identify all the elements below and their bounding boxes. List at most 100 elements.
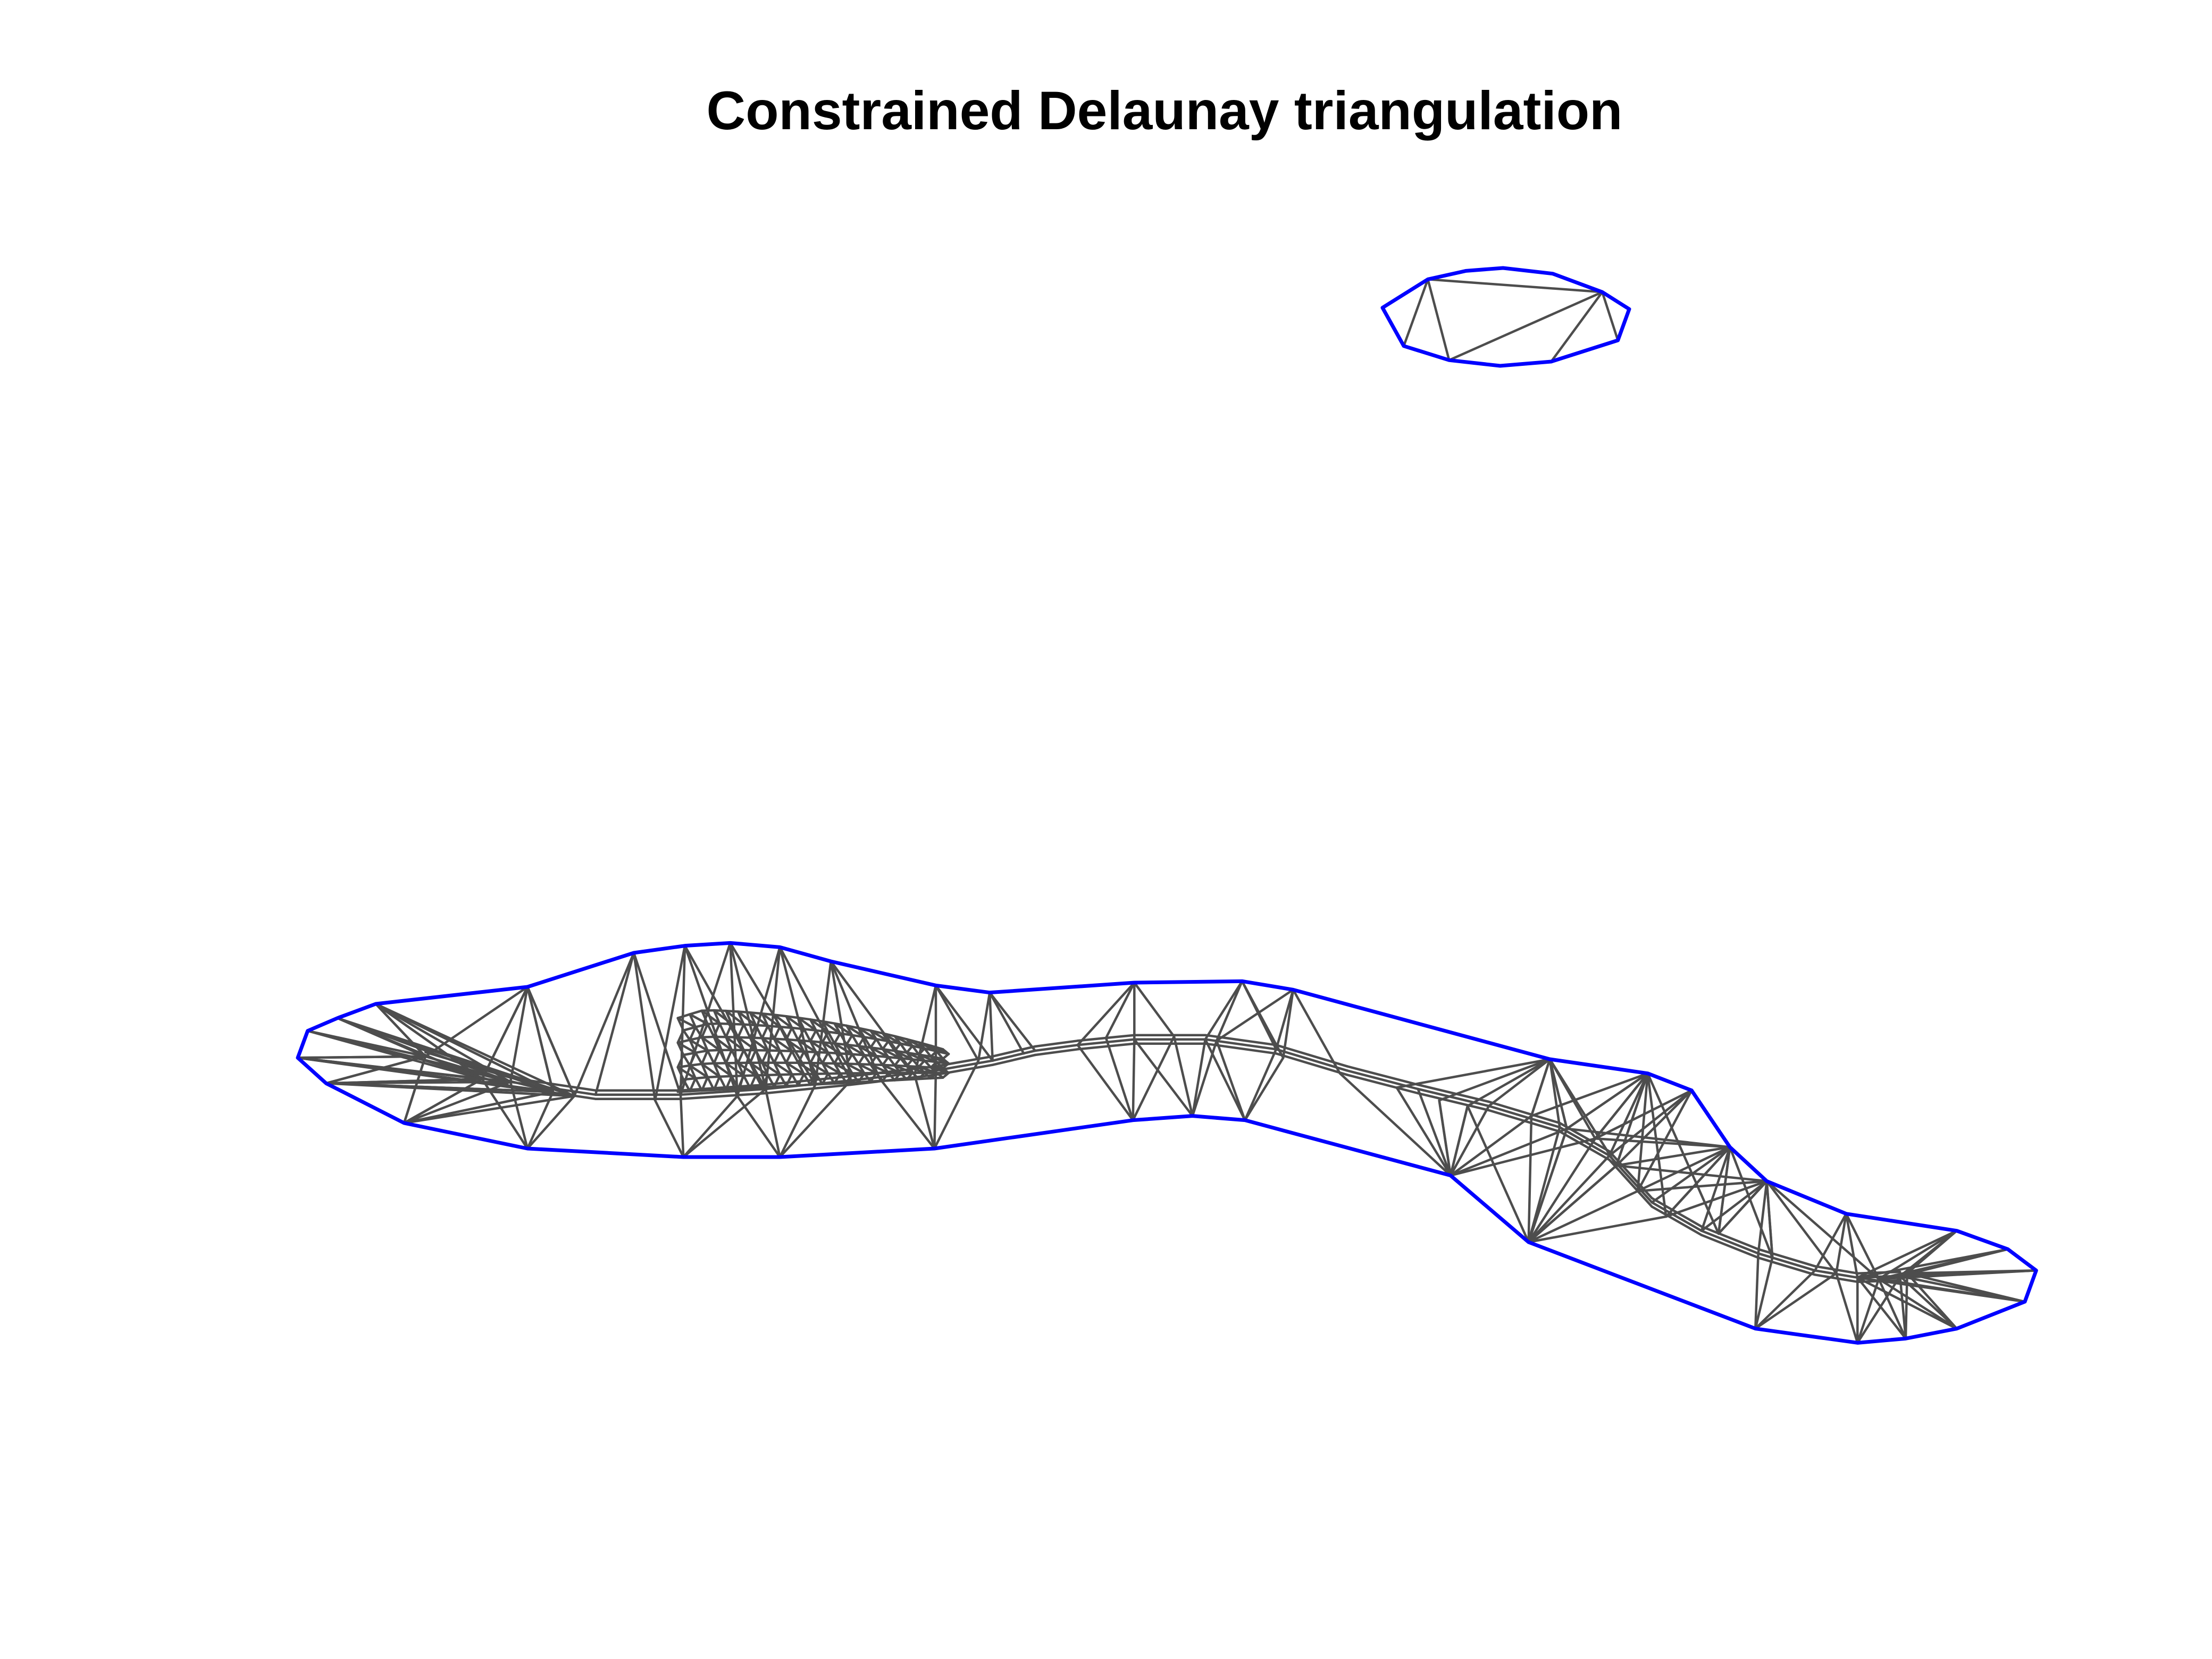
triangulation-edge: [845, 1043, 866, 1057]
plot-title: Constrained Delaunay triangulation: [706, 80, 1623, 141]
triangulation-edge: [1636, 1146, 1731, 1193]
triangulation-edge: [821, 1041, 842, 1055]
triangulation-edge: [785, 1050, 793, 1064]
triangulation-edge: [706, 1049, 715, 1065]
triangulation-edge: [778, 1083, 817, 1159]
triangulation-edge: [682, 1087, 767, 1159]
triangulation-edge: [1550, 291, 1604, 363]
triangulation-edge: [1565, 1072, 1649, 1130]
triangulation-edge: [718, 1075, 727, 1091]
triangulation-edge: [1700, 1146, 1731, 1232]
triangulation-edge: [1417, 1083, 1490, 1103]
triangulation-edge: [809, 1061, 830, 1075]
triangulation-edge: [893, 1035, 914, 1048]
triangulation-edge: [809, 1083, 824, 1086]
triangulation-edge: [694, 1051, 703, 1066]
triangulation-edge: [676, 1078, 685, 1093]
triangulation-edge: [821, 1030, 830, 1044]
triangulation-edge: [713, 1049, 721, 1065]
triangulation-edge: [934, 1055, 994, 1068]
triangulation-edge: [857, 1062, 878, 1075]
triangulation-edge: [988, 991, 1036, 1052]
triangulation-edge: [933, 1059, 980, 1150]
triangulation-edge: [917, 1077, 932, 1080]
triangulation-edge: [845, 1062, 866, 1075]
triangulation-edge: [725, 1036, 745, 1052]
triangulation-edge: [676, 1066, 697, 1080]
triangulation-edge: [700, 1036, 709, 1052]
triangulation-edge: [881, 1032, 902, 1045]
triangulation-edge: [934, 984, 994, 1062]
triangulation-edge: [706, 1076, 715, 1091]
triangulation-edge: [809, 1073, 817, 1086]
triangulation-edge: [821, 1020, 842, 1035]
triangulation-edge: [749, 1036, 769, 1052]
triangulation-edge: [374, 1002, 555, 1093]
triangulation-edge: [991, 1049, 1036, 1062]
triangulation-edge: [869, 1071, 878, 1083]
triangulation-edge: [1466, 1058, 1551, 1108]
triangulation-edge: [1076, 1038, 1136, 1046]
triangulation-edge: [761, 1037, 781, 1052]
triangulation-edge: [935, 1050, 944, 1060]
triangulation-edge: [802, 1028, 812, 1043]
triangulation-edge: [730, 1023, 740, 1039]
triangulation-edge: [845, 1080, 860, 1084]
triangulation-edge: [942, 1071, 950, 1079]
triangulation-edge: [676, 1066, 685, 1081]
triangulation-edge: [988, 991, 1025, 1055]
triangulation-edge: [797, 1073, 806, 1087]
triangulation-edge: [725, 1062, 745, 1077]
triangulation-edge: [689, 1038, 709, 1052]
triangulation-edge: [694, 1077, 703, 1092]
triangulation-edge: [942, 1052, 950, 1060]
triangulation-edge: [1765, 1180, 1774, 1259]
triangulation-edge: [764, 1083, 852, 1095]
triangulation-edge: [906, 1044, 914, 1054]
triangulation-edge: [1104, 981, 1136, 1040]
triangulation-edge: [1487, 1104, 1561, 1129]
triangulation-edge: [857, 1054, 866, 1066]
triangulation-edge: [1395, 1058, 1551, 1089]
triangulation-edge: [778, 1025, 787, 1041]
triangulation-edge: [682, 1095, 739, 1159]
triangulation-edge: [1417, 1087, 1490, 1108]
triangulation-edge: [736, 1036, 757, 1052]
triangulation-edge: [653, 1099, 685, 1159]
triangulation-edge: [713, 1075, 721, 1091]
triangulation-edge: [679, 1087, 767, 1096]
triangulation-edge: [863, 1054, 872, 1066]
triangulation-edge: [839, 1052, 848, 1065]
triangulation-edge: [869, 1046, 890, 1059]
triangulation-edge: [857, 1036, 866, 1048]
triangulation-edge: [977, 991, 991, 1062]
triangulation-edge: [1449, 1104, 1469, 1177]
triangulation-edge: [632, 951, 682, 1096]
triangulation-edge: [1650, 1201, 1703, 1232]
triangulation-edge: [778, 1079, 852, 1159]
triangulation-edge: [827, 1051, 836, 1065]
triangulation-edge: [845, 1053, 853, 1065]
triangulation-edge: [325, 1082, 555, 1093]
triangulation-edge: [1487, 1100, 1561, 1125]
triangulation-edge: [766, 1025, 776, 1040]
triangulation-edge: [791, 1026, 800, 1042]
triangulation-edge: [785, 1073, 793, 1087]
triangulation-edge: [325, 1055, 427, 1085]
triangulation-edge: [1856, 1248, 2009, 1279]
triangulation-edge: [906, 1051, 926, 1062]
triangulation-edge: [1650, 1205, 1703, 1236]
triangulation-edge: [809, 1029, 817, 1043]
triangulation-edge: [766, 1074, 776, 1088]
triangulation-edge: [689, 1013, 697, 1028]
triangulation-edge: [802, 1073, 812, 1086]
triangulation-edge: [857, 1071, 866, 1084]
triangulation-edge: [1527, 1189, 1639, 1244]
triangulation-edge: [1845, 1212, 1880, 1280]
triangulation-edge: [1530, 1072, 1649, 1117]
triangulation-edge: [833, 1042, 853, 1055]
triangulation-edge: [1034, 1048, 1079, 1057]
triangulation-edge: [676, 1017, 697, 1028]
triangulation-edge: [815, 1029, 824, 1044]
triangulation-edge: [325, 1078, 483, 1085]
